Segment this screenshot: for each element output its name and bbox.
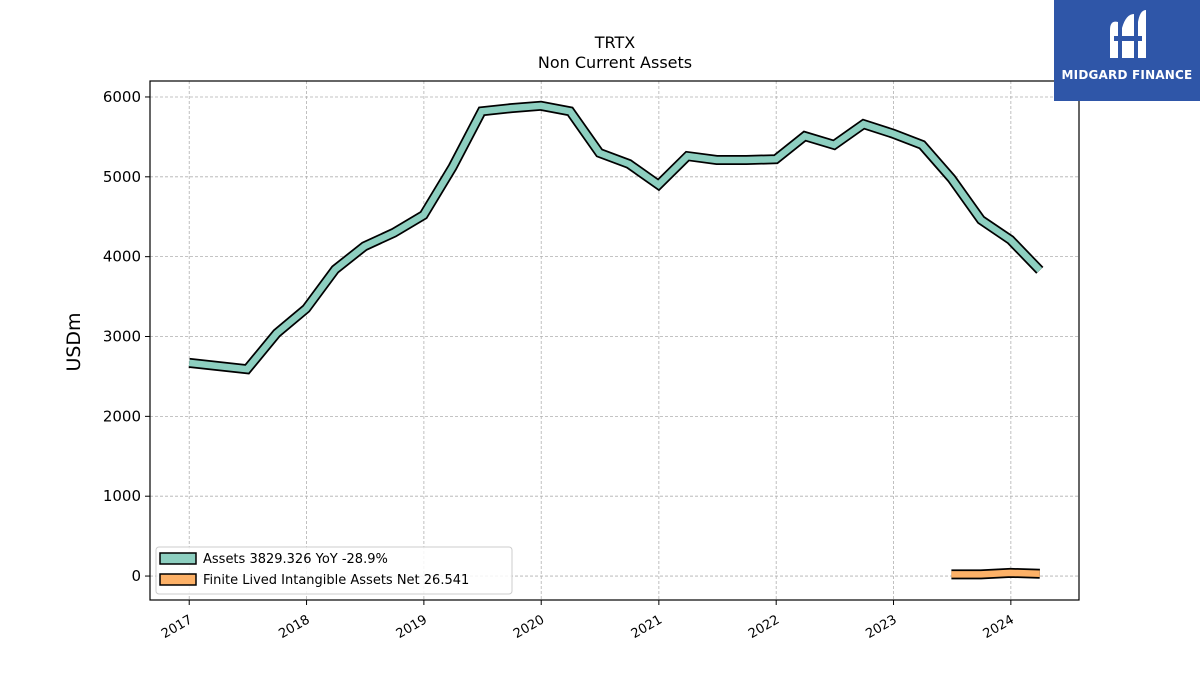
x-tick-label: 2018 (276, 612, 312, 642)
x-tick-label: 2022 (746, 612, 782, 642)
plot-frame (149, 80, 1080, 601)
chart-subtitle: Non Current Assets (538, 53, 692, 72)
legend: Assets 3829.326 YoY -28.9% Finite Lived … (155, 546, 513, 595)
series-layer (188, 100, 1044, 580)
y-tick-label: 5000 (103, 168, 141, 186)
logo-text: MIDGARD FINANCE (1061, 68, 1193, 82)
legend-swatch-assets (159, 552, 197, 565)
y-tick-label: 0 (131, 567, 141, 585)
x-tick-label: 2020 (511, 612, 547, 642)
y-tick-label: 3000 (103, 328, 141, 346)
y-tick-label: 1000 (103, 487, 141, 505)
legend-swatch-intangible (159, 573, 197, 586)
x-tick-label: 2019 (394, 612, 430, 642)
x-tick-label: 2017 (159, 612, 195, 642)
legend-label-assets: Assets 3829.326 YoY -28.9% (203, 552, 388, 567)
grid-lines (150, 81, 1079, 600)
x-tick-label: 2021 (629, 612, 665, 642)
x-axis-ticks: 2017 2018 2019 2020 2021 2022 2023 2024 (159, 600, 1017, 642)
y-axis-ticks: 0 1000 2000 3000 4000 5000 6000 (103, 88, 150, 585)
x-tick-label: 2024 (981, 612, 1017, 642)
series-line-assets (188, 102, 1043, 373)
y-tick-label: 6000 (103, 88, 141, 106)
legend-label-intangible: Finite Lived Intangible Assets Net 26.54… (203, 573, 469, 588)
series-outline-assets (188, 100, 1044, 375)
y-tick-label: 4000 (103, 248, 141, 266)
y-axis-label: USDm (63, 312, 85, 371)
logo-mark-icon (1110, 10, 1146, 58)
series-line-intangible (951, 569, 1040, 578)
chart-title: TRTX (594, 33, 636, 52)
y-tick-label: 2000 (103, 407, 141, 425)
x-tick-label: 2023 (863, 612, 899, 642)
legend-box (155, 546, 513, 595)
midgard-finance-logo: MIDGARD FINANCE (1054, 0, 1200, 101)
